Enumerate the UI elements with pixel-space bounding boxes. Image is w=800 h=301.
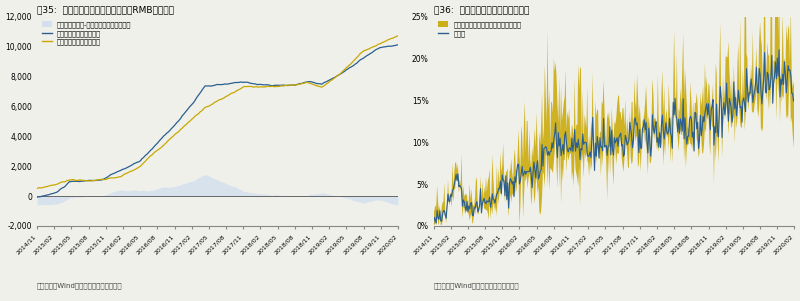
Text: 图36:  港股通成交占总成交比例变化: 图36: 港股通成交占总成交比例变化: [434, 5, 529, 14]
Text: 数据来源：Wind，广发证券发展研究中心: 数据来源：Wind，广发证券发展研究中心: [37, 282, 122, 289]
Legend: 港股成交额中南向资金参与比例上下限, 估算值: 港股成交额中南向资金参与比例上下限, 估算值: [437, 20, 523, 38]
Text: 图35:  南下北上资金净买入（单位亿RMB，下同）: 图35: 南下北上资金净买入（单位亿RMB，下同）: [37, 5, 174, 14]
Text: 数据来源：Wind，广发证券发展研究中心: 数据来源：Wind，广发证券发展研究中心: [434, 282, 519, 289]
Legend: 南下累计净流入-北上累计净流入（亿元）, 南下累计净买入（亿元）, 北上累计净买入（亿元）: 南下累计净流入-北上累计净流入（亿元）, 南下累计净买入（亿元）, 北上累计净买…: [40, 20, 133, 47]
